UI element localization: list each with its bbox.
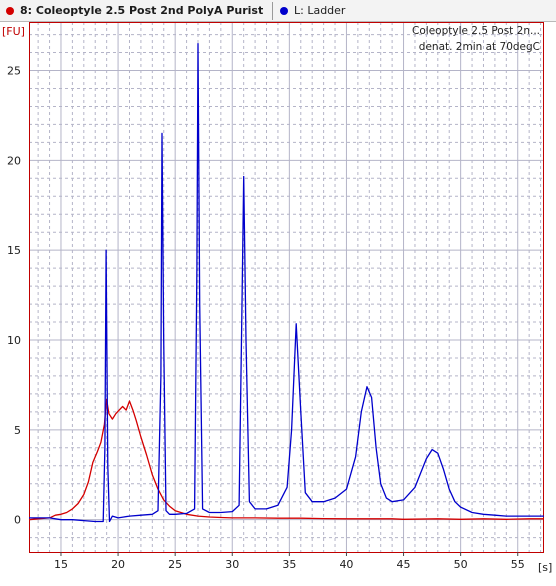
x-tick-label: 35 bbox=[282, 558, 296, 571]
y-tick-label: 25 bbox=[7, 65, 21, 78]
tab-ladder[interactable]: L: Ladder bbox=[280, 0, 345, 21]
x-axis-unit: [s] bbox=[538, 561, 552, 574]
y-tick-label: 20 bbox=[7, 154, 21, 167]
series-layer bbox=[28, 42, 544, 523]
x-tick-label: 55 bbox=[511, 558, 525, 571]
x-tick-label: 40 bbox=[339, 558, 353, 571]
sample-tab-bar: 8: Coleoptyle 2.5 Post 2nd PolyA Purist … bbox=[0, 0, 556, 22]
x-axis-ticks: 15 20 25 30 35 40 45 50 55 bbox=[54, 552, 525, 571]
red-dot-icon bbox=[6, 6, 14, 15]
sample-trace bbox=[28, 398, 544, 521]
x-tick-label: 30 bbox=[225, 558, 239, 571]
y-axis-ticks: 0 5 10 15 20 25 bbox=[7, 65, 21, 527]
y-tick-label: 5 bbox=[14, 424, 21, 437]
blue-dot-icon bbox=[280, 6, 288, 15]
tab-ladder-label: L: Ladder bbox=[294, 4, 346, 17]
y-axis-unit: [FU] bbox=[2, 25, 25, 38]
y-tick-label: 15 bbox=[7, 244, 21, 257]
annotation-title: Coleoptyle 2.5 Post 2n... bbox=[412, 25, 540, 37]
ladder-trace bbox=[29, 42, 544, 523]
tab-divider bbox=[272, 2, 273, 20]
plot-border bbox=[29, 22, 544, 553]
x-tick-label: 20 bbox=[111, 558, 125, 571]
electropherogram-chart: 15 20 25 30 35 40 45 50 55 0 5 10 15 20 25 [FU] [s] C… bbox=[2, 22, 552, 574]
x-tick-label: 25 bbox=[168, 558, 182, 571]
y-tick-label: 0 bbox=[14, 514, 21, 527]
y-tick-label: 10 bbox=[7, 334, 21, 347]
tab-sample-8[interactable]: 8: Coleoptyle 2.5 Post 2nd PolyA Purist bbox=[6, 0, 263, 21]
x-tick-label: 15 bbox=[54, 558, 68, 571]
x-tick-label: 50 bbox=[454, 558, 468, 571]
x-tick-label: 45 bbox=[397, 558, 411, 571]
annotation-denaturation: denat. 2min at 70degC bbox=[419, 41, 540, 53]
tab-sample-8-label: 8: Coleoptyle 2.5 Post 2nd PolyA Purist bbox=[20, 4, 264, 17]
